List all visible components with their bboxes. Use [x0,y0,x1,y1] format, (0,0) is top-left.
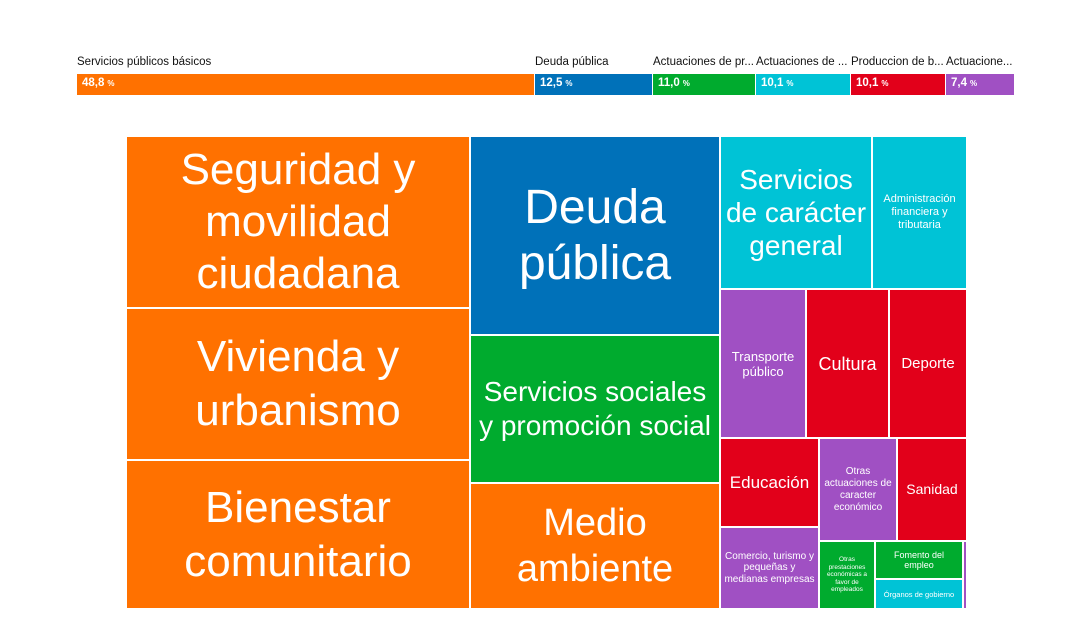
treemap-tile[interactable]: Otras actuaciones de caracter económico [819,438,897,541]
treemap-tile[interactable]: Otras prestaciones económicas a favor de… [819,541,875,609]
share-value-number: 10,1 [856,77,879,89]
treemap-tile[interactable]: Servicios sociales y promoción social [470,335,720,483]
treemap-tile-label: Servicios de carácter general [725,164,867,261]
share-segment-value: 12,5% [540,77,573,89]
share-value-unit: % [565,79,573,88]
treemap-tile-label: Deporte [901,354,955,372]
share-value-number: 48,8 [82,77,105,89]
treemap-tile-label: Fomento del empleo [893,550,945,570]
budget-treemap: Seguridad y movilidad ciudadana Vivienda … [126,136,967,609]
share-value-unit: % [107,79,115,88]
treemap-tile[interactable]: Transporte público [720,289,806,438]
share-segment[interactable]: Actuaciones de ... 10,1% [756,52,851,96]
treemap-tile-label: Otras prestaciones económicas a favor de… [826,556,868,594]
share-segment-label: Deuda pública [535,56,609,68]
treemap-tile-label: Comercio, turismo y pequeñas y medianas … [724,550,815,585]
share-segment-fill: 48,8% [77,74,534,95]
treemap-tile[interactable]: Administración financiera y tributaria [872,136,967,289]
share-segment-label: Actuaciones de ... [756,56,848,68]
share-segment-fill: 10,1% [756,74,850,95]
treemap-tile[interactable]: Medio ambiente [470,483,720,609]
share-segment-fill: 12,5% [535,74,652,95]
share-value-number: 11,0 [658,77,680,89]
share-value-unit: % [682,79,690,88]
treemap-tile-label: Administración financiera y tributaria [883,193,956,231]
treemap-tile-label: Educación [729,472,810,492]
treemap-tile[interactable]: Deporte [889,289,967,438]
treemap-tile[interactable] [963,541,967,609]
treemap-tile-label: Bienestar comunitario [184,482,412,586]
treemap-tile-label: Transporte público [731,348,795,379]
treemap-tile-label: Servicios sociales y promoción social [479,376,711,441]
treemap-tile-label: Deuda pública [518,180,672,290]
share-segment-value: 48,8% [82,77,115,89]
share-segment-label: Actuaciones de pr... [653,56,754,68]
treemap-tile[interactable]: Servicios de carácter general [720,136,872,289]
share-segment[interactable]: Actuacione... 7,4% [946,52,1015,96]
treemap-tile[interactable]: Vivienda y urbanismo [126,308,470,460]
treemap-tile[interactable]: Deuda pública [470,136,720,335]
treemap-tile[interactable]: Seguridad y movilidad ciudadana [126,136,470,308]
share-segment-label: Produccion de b... [851,56,944,68]
share-segment-fill: 7,4% [946,74,1014,95]
treemap-tile[interactable]: Comercio, turismo y pequeñas y medianas … [720,527,819,609]
treemap-tile-label: Órganos de gobierno [883,589,955,599]
share-value-unit: % [970,79,978,88]
treemap-tile[interactable]: Educación [720,438,819,527]
treemap-tile-label: Sanidad [906,481,958,497]
share-segment-label: Servicios públicos básicos [77,56,212,68]
treemap-tile-label: Medio ambiente [516,502,674,590]
treemap-tile[interactable]: Sanidad [897,438,967,541]
share-segment-value: 11,0% [658,77,690,89]
share-segment[interactable]: Servicios públicos básicos 48,8% [77,52,535,96]
share-segment[interactable]: Actuaciones de pr... 11,0% [653,52,756,96]
treemap-tile-label: Otras actuaciones de caracter económico [824,465,892,513]
share-segment[interactable]: Produccion de b... 10,1% [851,52,946,96]
share-value-unit: % [881,79,889,88]
share-segment-fill: 10,1% [851,74,945,95]
share-segment[interactable]: Deuda pública 12,5% [535,52,653,96]
share-segment-value: 10,1% [761,77,794,89]
treemap-tile[interactable]: Fomento del empleo [875,541,963,579]
share-segment-fill: 11,0% [653,74,755,95]
share-value-number: 10,1 [761,77,784,89]
category-share-bar: Servicios públicos básicos 48,8% Deuda púb… [77,52,1015,96]
share-value-number: 12,5 [540,77,563,89]
treemap-tile[interactable]: Órganos de gobierno [875,579,963,609]
treemap-tile-label: Seguridad y movilidad ciudadana [180,145,416,298]
share-segment-label: Actuacione... [946,56,1013,68]
treemap-tile-label: Vivienda y urbanismo [195,332,401,435]
share-segment-value: 7,4% [951,77,977,89]
share-value-unit: % [786,79,794,88]
share-segment-value: 10,1% [856,77,889,89]
treemap-tile-label: Cultura [818,353,877,374]
share-value-number: 7,4 [951,77,967,89]
treemap-tile[interactable]: Cultura [806,289,889,438]
treemap-tile[interactable]: Bienestar comunitario [126,460,470,609]
